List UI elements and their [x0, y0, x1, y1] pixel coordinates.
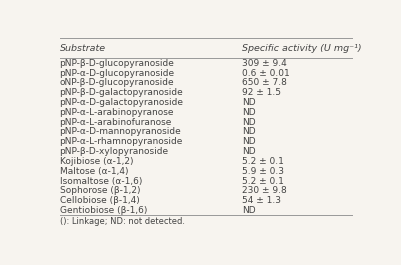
- Text: 5.9 ± 0.3: 5.9 ± 0.3: [241, 167, 283, 176]
- Text: oNP-β-D-glucopyranoside: oNP-β-D-glucopyranoside: [59, 78, 174, 87]
- Text: Kojibiose (α-1,2): Kojibiose (α-1,2): [59, 157, 133, 166]
- Text: pNP-α-D-mannopyranoside: pNP-α-D-mannopyranoside: [59, 127, 181, 136]
- Text: 54 ± 1.3: 54 ± 1.3: [241, 196, 280, 205]
- Text: pNP-α-L-arabinopyranose: pNP-α-L-arabinopyranose: [59, 108, 174, 117]
- Text: pNP-α-D-glucopyranoside: pNP-α-D-glucopyranoside: [59, 69, 174, 78]
- Text: pNP-β-D-glucopyranoside: pNP-β-D-glucopyranoside: [59, 59, 174, 68]
- Text: (): Linkage; ND: not detected.: (): Linkage; ND: not detected.: [59, 218, 184, 227]
- Text: pNP-α-L-rhamnopyranoside: pNP-α-L-rhamnopyranoside: [59, 137, 182, 146]
- Text: Substrate: Substrate: [59, 44, 105, 53]
- Text: 230 ± 9.8: 230 ± 9.8: [241, 186, 286, 195]
- Text: 650 ± 7.8: 650 ± 7.8: [241, 78, 286, 87]
- Text: 5.2 ± 0.1: 5.2 ± 0.1: [241, 157, 283, 166]
- Text: ND: ND: [241, 108, 255, 117]
- Text: ND: ND: [241, 127, 255, 136]
- Text: Isomaltose (α-1,6): Isomaltose (α-1,6): [59, 176, 142, 186]
- Text: 0.6 ± 0.01: 0.6 ± 0.01: [241, 69, 289, 78]
- Text: pNP-β-D-galactopyranoside: pNP-β-D-galactopyranoside: [59, 88, 183, 97]
- Text: 92 ± 1.5: 92 ± 1.5: [241, 88, 280, 97]
- Text: ND: ND: [241, 147, 255, 156]
- Text: pNP-β-D-xylopyranoside: pNP-β-D-xylopyranoside: [59, 147, 168, 156]
- Text: Gentiobiose (β-1,6): Gentiobiose (β-1,6): [59, 206, 147, 215]
- Text: Specific activity (U mg⁻¹): Specific activity (U mg⁻¹): [241, 44, 360, 53]
- Text: Sophorose (β-1,2): Sophorose (β-1,2): [59, 186, 140, 195]
- Text: ND: ND: [241, 118, 255, 127]
- Text: Maltose (α-1,4): Maltose (α-1,4): [59, 167, 128, 176]
- Text: ND: ND: [241, 98, 255, 107]
- Text: ND: ND: [241, 206, 255, 215]
- Text: pNP-α-D-galactopyranoside: pNP-α-D-galactopyranoside: [59, 98, 183, 107]
- Text: Cellobiose (β-1,4): Cellobiose (β-1,4): [59, 196, 139, 205]
- Text: ND: ND: [241, 137, 255, 146]
- Text: pNP-α-L-arabinofuranose: pNP-α-L-arabinofuranose: [59, 118, 172, 127]
- Text: 5.2 ± 0.1: 5.2 ± 0.1: [241, 176, 283, 186]
- Text: 309 ± 9.4: 309 ± 9.4: [241, 59, 286, 68]
